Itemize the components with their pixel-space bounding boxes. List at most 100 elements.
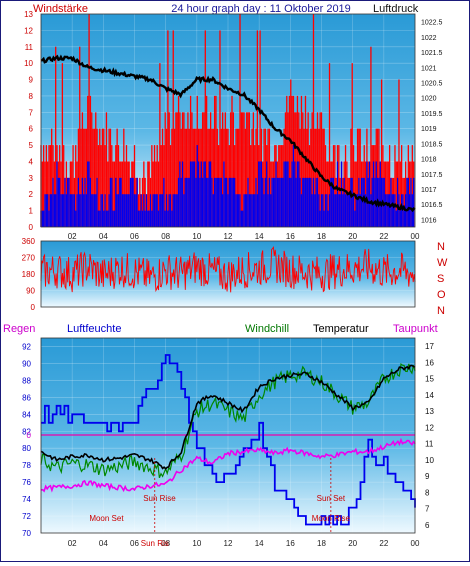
air-pressure-label: Luftdruck (373, 3, 419, 15)
humidity-y-tick-label: 82 (22, 427, 31, 436)
hour-tick-label: 10 (192, 539, 201, 548)
hour-tick-label: 08 (161, 232, 170, 241)
temperature-series (40, 354, 416, 526)
direction-y-tick-label: 0 (31, 303, 36, 312)
wind-strength-label: Windstärke (33, 3, 88, 15)
wind-y-tick-label: 12 (24, 26, 33, 35)
hour-tick-label: 04 (99, 232, 108, 241)
hour-tick-label: 02 (68, 539, 77, 548)
pressure-y-tick-label: 1020 (421, 96, 437, 103)
temperature-y-tick-label: 11 (425, 440, 434, 449)
wind-y-tick-label: 6 (29, 125, 34, 134)
chart-title: 24 hour graph day : 11 Oktober 2019 (171, 3, 351, 15)
wind-y-tick-label: 7 (29, 108, 34, 117)
hour-tick-label: 06 (130, 539, 139, 548)
wind-y-tick-label: 8 (29, 92, 34, 101)
hour-tick-label: 02 (68, 232, 77, 241)
hour-tick-label: 00 (411, 539, 420, 548)
wind-direction-plot-border (40, 240, 416, 308)
hour-tick-label: 10 (192, 232, 201, 241)
hour-tick-label: 16 (286, 232, 295, 241)
humidity-y-tick-label: 90 (22, 359, 31, 368)
hour-tick-label: 22 (379, 539, 388, 548)
compass-label: O (437, 289, 446, 301)
temperature-y-tick-label: 14 (425, 391, 434, 400)
hour-tick-label: 16 (286, 539, 295, 548)
wind-y-tick-label: 13 (24, 10, 33, 19)
wind-y-tick-label: 10 (24, 59, 33, 68)
pressure-y-tick-label: 1016.5 (421, 202, 443, 209)
temperature-y-tick-label: 6 (425, 521, 430, 530)
hour-tick-label: 12 (224, 232, 233, 241)
wind-pressure-series (40, 14, 416, 227)
humidity-label: Luftfeuchte (67, 323, 121, 335)
compass-label: N (437, 241, 445, 253)
temperature-line (40, 364, 416, 470)
humidity-y-tick-label: 84 (22, 410, 31, 419)
temperature-label: Temperatur (313, 323, 369, 335)
humidity-y-tick-label: 76 (22, 478, 31, 487)
hour-tick-label: 20 (348, 232, 357, 241)
wind-pressure-axes: 01234567891011121310161016.510171017.510… (24, 10, 442, 241)
temperature-y-tick-label: 16 (425, 358, 434, 367)
temperature-y-tick-label: 12 (425, 423, 434, 432)
hour-tick-label: 04 (99, 539, 108, 548)
temperature-y-tick-label: 15 (425, 375, 434, 384)
direction-y-tick-label: 180 (22, 270, 36, 279)
pressure-y-tick-label: 1016 (421, 217, 437, 224)
hour-tick-label: 18 (317, 232, 326, 241)
temperature-axes: 7072747678808284868890926789101112131415… (22, 342, 434, 548)
humidity-y-tick-label: 86 (22, 393, 31, 402)
pressure-y-tick-label: 1019.5 (421, 111, 443, 118)
humidity-y-tick-label: 92 (22, 342, 31, 351)
sun-rise-axis-annotation: Sun Ris (141, 539, 169, 548)
wind-y-tick-label: 4 (29, 157, 34, 166)
direction-y-tick-label: 360 (22, 237, 36, 246)
wind-y-tick-label: 5 (29, 141, 34, 150)
compass-label: S (437, 273, 444, 285)
humidity-y-tick-label: 70 (22, 529, 31, 538)
rain-zero-label: 0 (27, 431, 32, 440)
hour-tick-label: 20 (348, 539, 357, 548)
moon-set-annotation: Moon Set (89, 514, 124, 523)
hour-tick-label: 12 (224, 539, 233, 548)
dewpoint-line (40, 437, 416, 493)
wind-direction-line (40, 246, 416, 293)
hour-tick-label: 14 (255, 539, 264, 548)
temperature-y-tick-label: 10 (425, 456, 434, 465)
hour-tick-label: 22 (379, 232, 388, 241)
pressure-y-tick-label: 1022 (421, 35, 437, 42)
windchill-label: Windchill (245, 323, 289, 335)
compass-label: N (437, 305, 445, 317)
humidity-line (41, 354, 416, 526)
temperature-y-tick-label: 8 (425, 488, 430, 497)
pressure-y-tick-label: 1019 (421, 126, 437, 133)
direction-y-tick-label: 90 (26, 287, 35, 296)
hour-tick-label: 14 (255, 232, 264, 241)
hour-tick-label: 06 (130, 232, 139, 241)
pressure-y-tick-label: 1020.5 (421, 80, 443, 87)
pressure-y-tick-label: 1022.5 (421, 20, 443, 27)
hour-tick-label: 18 (317, 539, 326, 548)
compass-label: W (437, 257, 448, 269)
direction-y-tick-label: 270 (22, 254, 36, 263)
pressure-y-tick-label: 1017.5 (421, 172, 443, 179)
temperature-y-tick-label: 7 (425, 505, 430, 514)
humidity-y-tick-label: 78 (22, 461, 31, 470)
pressure-y-tick-label: 1018.5 (421, 141, 443, 148)
wind-y-tick-label: 0 (29, 223, 34, 232)
humidity-y-tick-label: 80 (22, 444, 31, 453)
pressure-line (40, 54, 416, 213)
pressure-y-tick-label: 1018 (421, 157, 437, 164)
temperature-y-tick-label: 13 (425, 407, 434, 416)
temperature-y-tick-label: 17 (425, 342, 434, 351)
temperature-y-tick-label: 9 (425, 472, 430, 481)
humidity-y-tick-label: 88 (22, 376, 31, 385)
hour-tick-label: 08 (161, 539, 170, 548)
wind-y-tick-label: 11 (25, 43, 34, 52)
temperature-plot-border (40, 337, 416, 534)
humidity-y-tick-label: 74 (22, 495, 31, 504)
wind-direction-series (40, 246, 416, 293)
